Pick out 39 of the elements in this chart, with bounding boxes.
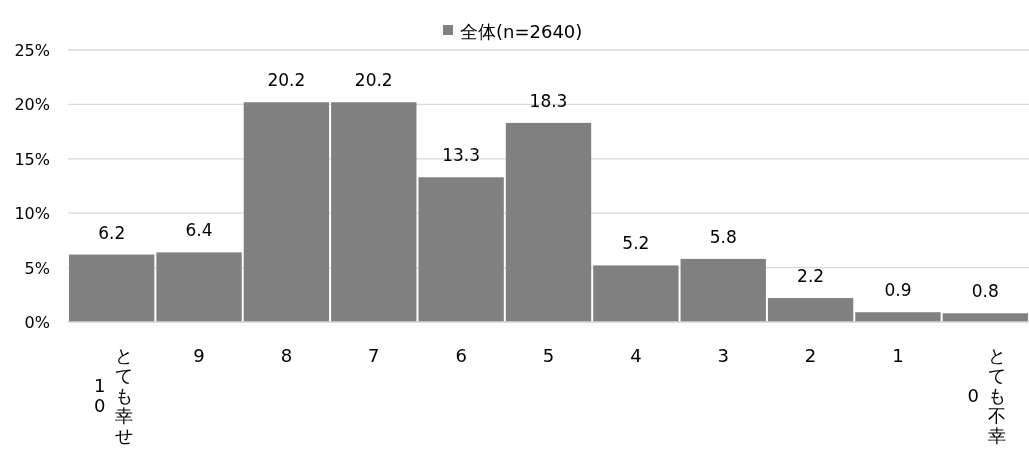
x-tick-label: 8: [280, 345, 293, 366]
x-tick-label: 9: [193, 345, 205, 366]
data-label: 6.2: [98, 222, 126, 243]
y-tick-label: 25%: [14, 41, 50, 60]
x-tick-label: 1: [892, 345, 904, 366]
y-tick-label: 15%: [14, 149, 50, 169]
y-tick-label: 5%: [24, 258, 50, 278]
data-label: 2.2: [797, 266, 825, 287]
bar: [505, 122, 592, 322]
y-tick-label: 0%: [24, 313, 50, 332]
x-tick-label: 4: [630, 345, 642, 366]
y-tick-label: 20%: [14, 95, 50, 115]
data-label: 13.3: [442, 145, 481, 166]
data-label: 6.4: [185, 220, 213, 241]
bar: [855, 312, 941, 322]
bar: [942, 313, 1028, 322]
bar: [680, 258, 766, 322]
data-label: 5.2: [622, 233, 650, 254]
x-tick-label: 6: [455, 345, 467, 366]
bar: [156, 252, 242, 322]
bar: [593, 265, 679, 322]
data-label: 20.2: [267, 70, 306, 91]
bar: [69, 254, 155, 322]
x-tick-label: 2: [804, 345, 817, 366]
data-label: 0.9: [884, 280, 912, 301]
bar: [331, 102, 417, 322]
data-label: 0.8: [971, 281, 999, 302]
bar: [767, 298, 854, 322]
bar: [243, 102, 330, 322]
legend-label: 全体(n=2640): [460, 21, 583, 42]
bar: [418, 177, 504, 322]
data-label: 18.3: [529, 90, 568, 111]
y-tick-label: 10%: [14, 204, 50, 224]
x-tick-label: 7: [368, 345, 380, 366]
data-label: 5.8: [709, 226, 737, 247]
x-tick-label: 5: [542, 345, 555, 366]
x-tick-label: 0 とても不幸: [967, 345, 1007, 446]
data-label: 20.2: [354, 70, 393, 91]
x-tick-label: 3: [717, 345, 729, 366]
